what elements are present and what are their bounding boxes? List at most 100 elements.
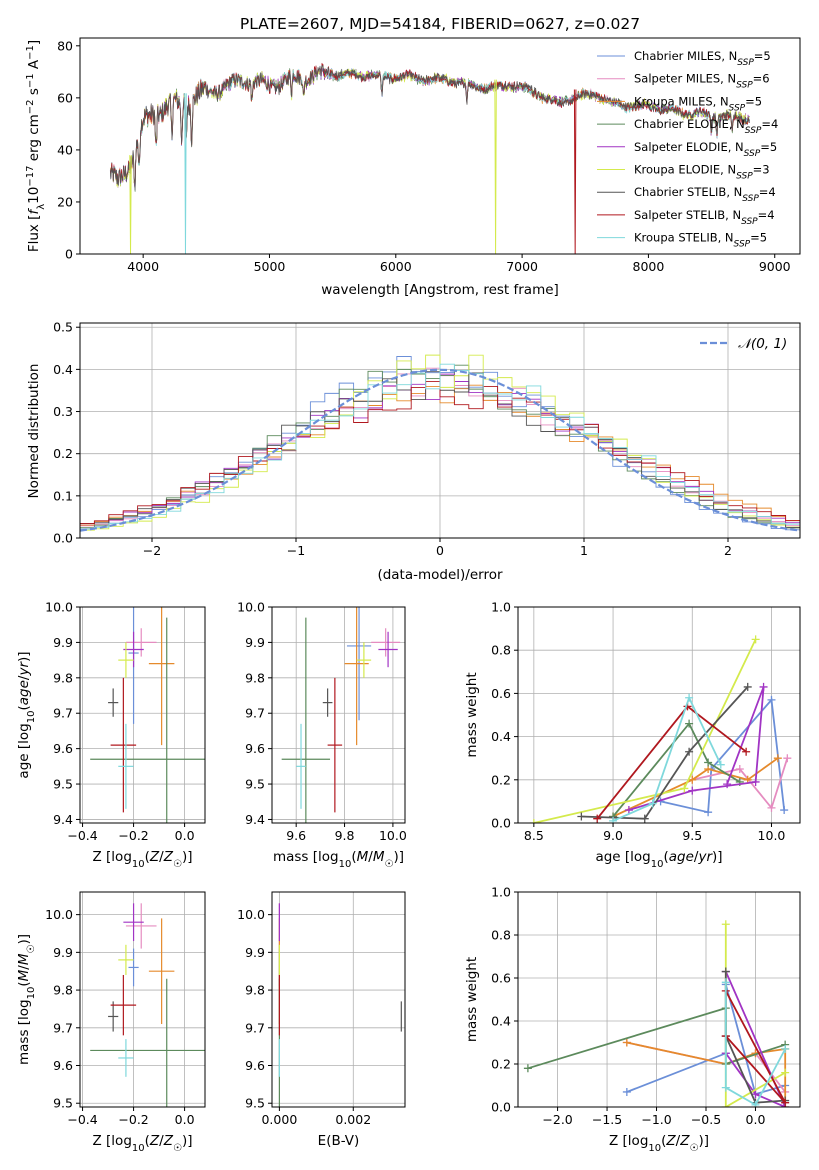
y-tick-label: 0.0: [491, 1100, 511, 1115]
weight-point-chabrier-miles: [767, 695, 776, 704]
errorbar-salpeter-elodie: [123, 631, 144, 668]
label-part: ☉: [173, 1143, 182, 1154]
label-part: ☉: [173, 859, 182, 870]
y-tick-label: 80: [57, 38, 73, 53]
axes-spectrum: 4000 5000 6000 7000 8000 9000 0 20 40 60 80 Chabrie…: [57, 37, 801, 274]
y-axis-label: Normed distribution: [26, 364, 42, 499]
histogram-kroupa-stelib: [80, 363, 800, 531]
x-tick-label: −0.5: [691, 1112, 721, 1127]
label-part: Z: [163, 1133, 174, 1149]
y-tick-label: 9.5: [245, 1096, 265, 1111]
errorbar-salpeter-miles: [125, 628, 157, 657]
y-tick-label: 0.0: [53, 531, 73, 546]
axes-frame: [271, 606, 406, 824]
legend-val: =6: [753, 72, 770, 86]
label-part: Z: [149, 849, 160, 865]
axes-weight_vs_Z: −2.0 −1.5 −1.0 −0.5 0.0 0.0 0.2 0.4 0.6 0.8 1.0: [491, 885, 801, 1127]
label-part: yr: [697, 849, 713, 865]
errorbar-kroupa-stelib: [118, 1039, 134, 1077]
x-tick-label: −0.4: [67, 1112, 97, 1127]
y-tick-label: 9.9: [245, 945, 265, 960]
axes-weight_vs_age: 8.5 9.0 9.5 10.0 0.0 0.2 0.4 0.6 0.8 1.0: [491, 600, 801, 843]
label-part: −1: [25, 73, 36, 88]
x-tick-label: 8.5: [524, 828, 544, 843]
y-axis-label-weight_vs_age: mass weight: [464, 672, 480, 757]
x-tick-label: 0.0: [175, 1112, 195, 1127]
y-tick-label: 40: [57, 142, 73, 157]
weight-line-salpeter-elodie: [628, 686, 765, 811]
errorbar-chabrier-elodie: [90, 978, 205, 1107]
weight-point-salpeter-elodie: [751, 1090, 760, 1099]
y-tick-label: 9.4: [245, 812, 265, 827]
weight-point-chabrier-elodie: [704, 758, 713, 767]
errorbar-kroupa-stelib: [296, 723, 306, 809]
weight-point-kroupa-stelib: [751, 1100, 760, 1107]
weight-series-kroupa-elodie: [529, 635, 760, 823]
legend-sub: SSP: [729, 103, 746, 113]
weight-point-chabrier-elodie: [685, 719, 694, 728]
weight-point-chabrier-stelib: [640, 814, 649, 823]
weight-point-salpeter-miles: [783, 754, 792, 763]
y-axis-label: Flux [fλ10−17 erg cm−2 s−1 A−1]: [25, 40, 47, 252]
weight-point-kroupa-stelib: [685, 693, 694, 702]
y-tick-label: 9.8: [245, 983, 265, 998]
weight-point-kroupa-stelib: [648, 799, 657, 808]
errorbar-chabrier-elodie: [281, 617, 331, 823]
spectrum-drop-kroupa-stelib: [184, 93, 187, 254]
y-tick-label: 9.6: [53, 741, 73, 756]
x-tick-label: 0.000: [261, 1112, 297, 1127]
errorbar-salpeter-stelib: [110, 974, 137, 1036]
weight-point-chabrier-miles: [704, 808, 713, 817]
legend-label-chabrier-stelib: Chabrier STELIB, NSSP=4: [634, 185, 776, 204]
legend-val: =5: [745, 94, 762, 108]
axes-frame: [517, 606, 801, 824]
errorbar-chabrier-stelib: [322, 688, 333, 717]
plot-area: [518, 607, 800, 823]
legend-label-normal: 𝒩(0, 1): [738, 336, 787, 352]
weight-point-kroupa-miles: [773, 754, 782, 763]
normal-curve: [80, 368, 800, 532]
legend-sub: SSP: [742, 194, 759, 204]
label-part: f: [26, 208, 42, 215]
x-tick-label: 7000: [506, 259, 538, 274]
y-tick-label: 0.8: [491, 643, 511, 658]
weight-line-salpeter-elodie: [724, 971, 787, 1107]
weight-point-salpeter-elodie: [759, 682, 768, 691]
errorbar-salpeter-stelib: [110, 677, 137, 813]
errorbar-chabrier-elodie: [90, 617, 205, 823]
y-tick-label: 9.5: [53, 777, 73, 792]
label-part: )]: [698, 1133, 709, 1149]
label-part: 10: [132, 859, 145, 870]
weight-point-kroupa-stelib: [609, 816, 618, 823]
x-tick-label: 4000: [127, 259, 159, 274]
label-part: Z [log: [93, 1133, 132, 1149]
weight-series-chabrier-elodie: [609, 719, 744, 821]
grid: [518, 607, 800, 823]
label-part: /: [159, 1133, 164, 1149]
label-part: 10: [26, 187, 42, 204]
weight-point-chabrier-miles: [780, 806, 789, 815]
y-tick-label: 10.0: [45, 907, 73, 922]
label-part: yr: [16, 661, 32, 677]
y-tick-label: 10.0: [45, 600, 73, 615]
grid: [80, 607, 205, 823]
label-part: )]: [393, 849, 404, 865]
label-part: ☉: [689, 1143, 698, 1154]
label-part: (: [145, 1133, 150, 1149]
weight-point-chabrier-stelib: [743, 682, 752, 691]
legend-sub: SSP: [734, 240, 751, 250]
label-part: )]: [16, 934, 32, 945]
y-tick-label: 0.2: [491, 772, 511, 787]
weight-line-kroupa-stelib: [612, 695, 722, 822]
y-tick-label: 0.0: [491, 816, 511, 831]
label-part: erg cm: [26, 114, 42, 165]
weight-point-kroupa-elodie: [680, 784, 689, 793]
label-part: 10: [132, 1143, 145, 1154]
axes-age_vs_mass: 9.6 9.8 10.0 9.4 9.5 9.6 9.7 9.8 9.9 10.0: [237, 600, 407, 844]
label-part: )]: [182, 849, 193, 865]
errorbar-kroupa-elodie: [356, 642, 372, 678]
weight-line-chabrier-elodie: [612, 721, 741, 818]
x-tick-label: 6000: [380, 259, 412, 274]
x-tick-label: 10.0: [758, 828, 786, 843]
x-axis-label-weight_vs_Z: Z [log10(Z/Z☉)]: [609, 1133, 709, 1154]
